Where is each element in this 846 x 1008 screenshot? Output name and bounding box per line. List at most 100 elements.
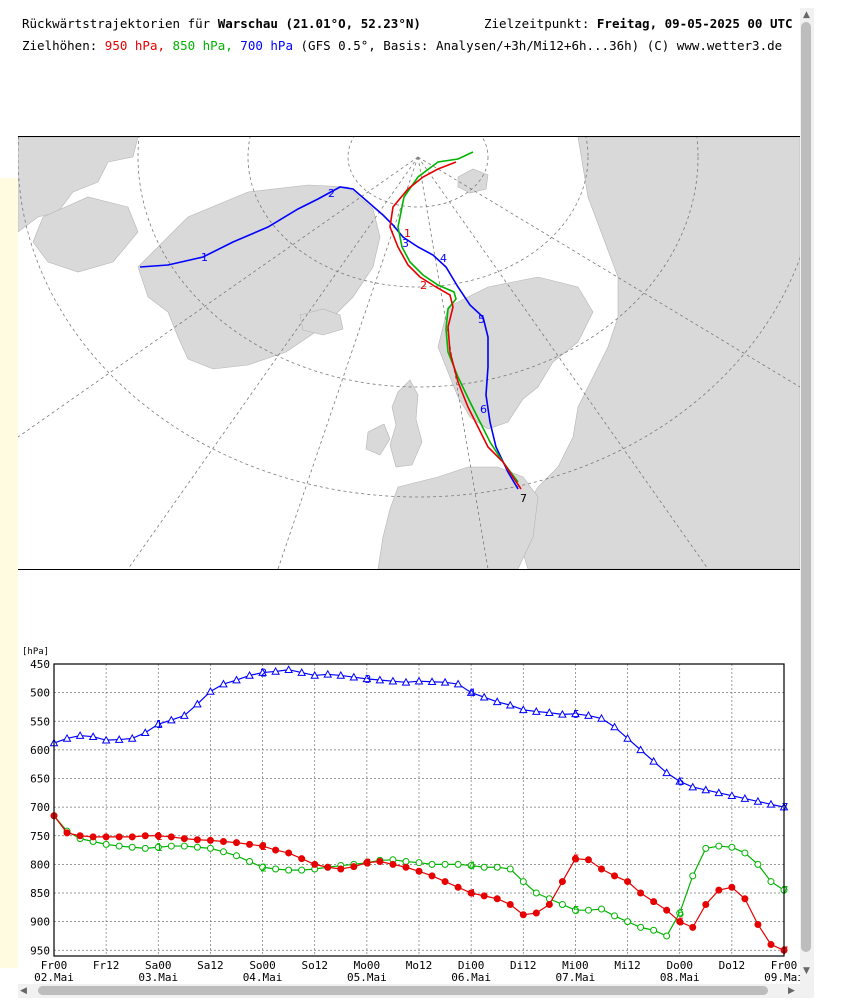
map-label-700-1: 1 [201,251,208,264]
series-label-950hpa: 1 [156,830,163,843]
data-point-850hpa [611,912,619,920]
data-point-850hpa [193,843,201,851]
data-point-950hpa [233,839,240,847]
central-europe-land [377,466,539,569]
series-label-850hpa: 4 [469,860,476,873]
series-label-950hpa: 5 [573,853,580,866]
data-point-950hpa [467,889,475,897]
data-point-950hpa [767,941,775,949]
y-tick-label: 950 [30,944,50,957]
data-point-700hpa [505,700,515,709]
data-point-700hpa [479,692,489,701]
data-point-850hpa [180,842,188,850]
target-value: Freitag, 09-05-2025 00 UTC [596,16,793,31]
data-point-950hpa [259,842,267,850]
y-tick-label: 650 [30,773,50,786]
graticule-lat-80 [347,137,489,208]
level-950-label: 950 hPa, [104,38,166,53]
data-point-700hpa [688,782,698,791]
data-point-700hpa [284,665,293,674]
vertical-scrollbar-thumb[interactable] [801,22,811,952]
copyright: (C) www.wetter3.de [646,38,783,53]
series-label-950hpa: 3 [364,857,371,870]
data-point-850hpa [480,863,488,871]
pressure-chart-svg: [hPa] 450500550600650700750800850900950 … [22,647,800,984]
data-point-850hpa [298,866,306,874]
x-tick-label: Do00 [666,959,693,972]
x-tick-date-label: 02.Mai [34,971,74,984]
scroll-down-arrow-icon[interactable]: ▼ [803,966,810,976]
y-tick-label: 550 [30,715,50,728]
map-label-950-1: 1 [404,227,411,240]
series-label-700hpa: 1 [156,718,163,731]
data-point-950hpa [154,832,162,840]
data-point-850hpa [272,865,280,873]
trajectory-map-svg: 1 2 3 4 5 6 7 1 2 [18,137,800,569]
data-point-850hpa [415,859,423,867]
scroll-up-arrow-icon[interactable]: ▲ [803,10,810,20]
data-point-850hpa [233,852,240,860]
x-tick-label: Sa12 [197,959,224,972]
x-tick-label: Do12 [719,959,746,972]
series-label-950hpa: 2 [260,840,267,853]
y-tick-label: 900 [30,916,50,929]
data-point-950hpa [598,865,605,873]
series-label-700hpa: 7 [782,801,789,814]
data-point-950hpa [428,872,436,880]
data-point-950hpa [715,886,723,894]
y-tick-label: 450 [30,658,50,671]
map-label-700-6: 6 [480,403,487,416]
data-point-850hpa [167,842,175,850]
data-point-850hpa [728,843,736,851]
trajectory-map: 1 2 3 4 5 6 7 1 2 [18,136,800,570]
series-label-850hpa: 6 [677,907,684,920]
data-point-950hpa [624,878,632,886]
x-tick-label: Fr00 [771,959,798,972]
data-point-950hpa [298,855,306,863]
x-tick-label: So12 [301,959,328,972]
data-point-950hpa [128,833,136,841]
level-700-label: 700 hPa [240,38,293,53]
data-point-950hpa [337,865,345,873]
x-tick-label: Fr12 [93,959,120,972]
data-point-850hpa [598,905,605,913]
trajectory-path-950 [389,161,522,490]
data-point-950hpa [493,895,501,903]
scandinavia-land [437,276,594,430]
data-point-700hpa [662,768,672,777]
data-point-850hpa [702,844,710,852]
map-label-950-2: 2 [420,279,427,292]
x-tick-date-label: 04.Mai [243,971,283,984]
map-label-700-5: 5 [478,313,485,326]
series-label-700hpa: 6 [677,775,684,788]
data-point-700hpa [766,799,776,808]
series-label-700hpa: 3 [364,673,371,686]
data-point-700hpa [388,676,398,685]
series-label-950hpa: 6 [677,916,684,929]
x-tick-label: Di12 [510,959,537,972]
image-viewport: Rückwärtstrajektorien für Warschau (21.0… [18,8,800,988]
data-point-950hpa [558,878,566,886]
data-point-700hpa [675,776,685,785]
data-point-850hpa [219,848,227,856]
scroll-left-arrow-icon[interactable]: ◀ [20,986,27,996]
horizontal-scrollbar-thumb[interactable] [38,986,768,995]
data-point-950hpa [650,898,658,906]
data-point-950hpa [532,909,540,917]
data-point-850hpa [767,878,775,886]
data-point-850hpa [246,858,254,866]
data-point-950hpa [141,832,149,840]
baffin-land [32,196,139,273]
data-point-950hpa [63,829,71,837]
data-point-950hpa [389,860,397,868]
land-masses [18,137,800,569]
map-label-700-7: 7 [520,492,527,505]
x-tick-label: Mi00 [562,959,589,972]
scroll-right-arrow-icon[interactable]: ▶ [788,986,795,996]
data-point-950hpa [415,867,423,875]
x-tick-date-label: 08.Mai [660,971,700,984]
data-point-950hpa [376,858,384,866]
data-point-950hpa [76,832,84,840]
data-point-850hpa [532,889,540,897]
data-point-850hpa [558,900,566,908]
